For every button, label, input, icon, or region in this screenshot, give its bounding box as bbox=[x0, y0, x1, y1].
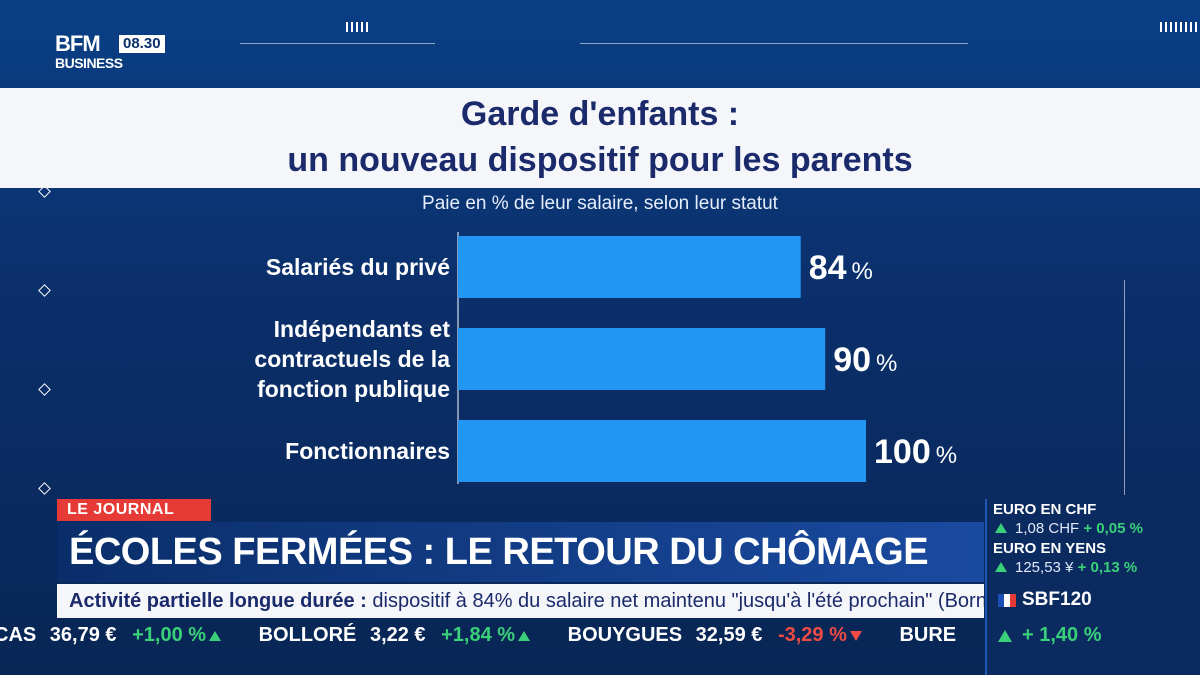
chart-title: Garde d'enfants : un nouveau dispositif … bbox=[0, 91, 1200, 183]
chart-title-line-2: un nouveau dispositif pour les parents bbox=[287, 141, 913, 179]
category-label: fonction publique bbox=[257, 376, 450, 402]
euro-chf-change: + 0,05 % bbox=[1083, 520, 1144, 537]
arrow-up-icon bbox=[209, 631, 222, 641]
category-label: contractuels de la bbox=[254, 346, 450, 372]
ticker-item: BOLLORÉ 3,22 € +1,84 % bbox=[258, 618, 531, 652]
euro-yen-quote: 125,53 ¥ + 0,13 % bbox=[1015, 559, 1137, 576]
headline: ÉCOLES FERMÉES : LE RETOUR DU CHÔMAGE PA… bbox=[57, 522, 984, 633]
euro-chf-value: 1,08 CHF bbox=[1015, 520, 1080, 537]
journal-tag: LE JOURNAL bbox=[57, 499, 211, 521]
france-flag-icon bbox=[998, 594, 1016, 607]
ticker-price: 3,22 € bbox=[369, 624, 426, 646]
dots-icon bbox=[346, 22, 368, 32]
euro-yen-value: 125,53 ¥ bbox=[1015, 559, 1074, 576]
chart-title-band bbox=[0, 88, 1200, 188]
subline-bold: Activité partielle longue durée : bbox=[69, 590, 367, 612]
bfm-business-logo: BFM 08.30 BUSINESS bbox=[55, 33, 190, 75]
sbf120-label: SBF120 bbox=[1022, 589, 1092, 610]
stock-ticker: CAS 36,79 € +1,00 % BOLLORÉ 3,22 € +1,84… bbox=[0, 618, 985, 652]
category-label: Salariés du privé bbox=[266, 254, 450, 280]
ticker-change: -3,29 % bbox=[777, 624, 847, 646]
decorative-line bbox=[1124, 280, 1125, 495]
ticker-item: BOUYGUES 32,59 € -3,29 % bbox=[568, 618, 862, 652]
euro-yen-change: + 0,13 % bbox=[1077, 559, 1138, 576]
arrow-up-icon bbox=[995, 523, 1007, 533]
logo-main-text: BFM bbox=[55, 31, 101, 56]
dots-icon bbox=[1160, 22, 1197, 32]
bar-1 bbox=[458, 328, 826, 390]
ticker-name: BOLLORÉ bbox=[258, 624, 357, 646]
ticker-name: BOUYGUES bbox=[567, 624, 683, 646]
ticker-price: 36,79 € bbox=[49, 624, 117, 646]
euro-chf-quote: 1,08 CHF + 0,05 % bbox=[1015, 520, 1143, 537]
ticker-item: CAS 36,79 € +1,00 % bbox=[0, 618, 222, 652]
chart-subtitle: Paie en % de leur salaire, selon leur st… bbox=[422, 193, 778, 214]
ticker-name: CAS bbox=[0, 624, 37, 646]
euro-chf-label: EURO EN CHF bbox=[993, 501, 1097, 518]
arrow-down-icon bbox=[849, 631, 862, 641]
arrow-up-icon bbox=[995, 562, 1007, 572]
decorative-line bbox=[240, 43, 435, 44]
euro-yen-label: EURO EN YENS bbox=[993, 540, 1107, 557]
ticker-price: 32,59 € bbox=[695, 624, 763, 646]
value-label: 90% bbox=[833, 341, 897, 379]
sbf120-change: + 1,40 % bbox=[1022, 624, 1102, 646]
value-label: 84% bbox=[809, 249, 873, 287]
ticker-change: +1,00 % bbox=[132, 624, 207, 646]
arrow-up-icon bbox=[518, 631, 531, 641]
logo-sub-text: BUSINESS bbox=[55, 55, 123, 71]
clock: 08.30 bbox=[119, 35, 165, 53]
subline: Activité partielle longue durée : dispos… bbox=[57, 584, 984, 618]
decorative-line bbox=[580, 43, 968, 44]
ticker-item: BURE bbox=[899, 618, 956, 652]
category-label: Fonctionnaires bbox=[285, 438, 450, 464]
chart-title-line-1: Garde d'enfants : bbox=[460, 95, 740, 133]
ticker-name: BURE bbox=[899, 624, 957, 646]
category-label: Indépendants et bbox=[274, 316, 451, 342]
bar-2 bbox=[458, 420, 866, 482]
value-label: 100% bbox=[874, 433, 957, 471]
subline-text: dispositif à 84% du salaire net maintenu… bbox=[366, 590, 984, 612]
market-panel: EURO EN CHF 1,08 CHF + 0,05 % EURO EN YE… bbox=[985, 499, 1200, 675]
arrow-up-icon bbox=[998, 630, 1012, 642]
bar-0 bbox=[458, 236, 801, 298]
ticker-change: +1,84 % bbox=[441, 624, 516, 646]
